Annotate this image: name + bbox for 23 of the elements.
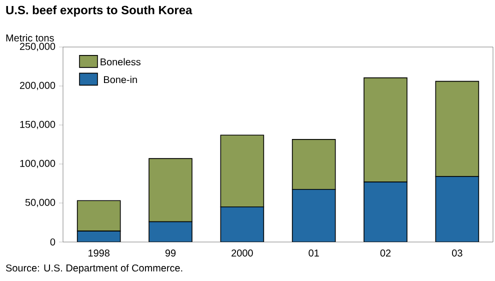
- chart-title: U.S. beef exports to South Korea: [6, 6, 192, 17]
- bar: [220, 206, 264, 242]
- legend-label: Boneless: [100, 58, 141, 66]
- bar: [292, 188, 336, 242]
- legend-label: Bone-in: [104, 76, 137, 84]
- y-tick-label: 250,000: [20, 42, 56, 52]
- x-tick-label: 02: [380, 250, 391, 257]
- y-tick-label: 200,000: [20, 82, 56, 90]
- y-tick-label: 100,000: [20, 160, 56, 168]
- x-tick-label: 2000: [232, 250, 253, 257]
- bar: [148, 221, 192, 242]
- y-tick-label: 50,000: [25, 198, 56, 208]
- x-tick-label: 1998: [88, 250, 110, 257]
- bar: [364, 182, 408, 242]
- source-note: Source: U.S. Department of Commerce.: [6, 264, 182, 274]
- y-tick-label: 150,000: [20, 120, 56, 130]
- bar: [435, 176, 480, 242]
- x-tick-label: 01: [308, 250, 319, 257]
- bar: [77, 231, 120, 242]
- y-tick-label: 0: [50, 238, 56, 246]
- y-axis-title: Metric tons: [6, 34, 54, 42]
- x-tick-label: 03: [452, 250, 462, 257]
- x-tick-label: 99: [165, 250, 176, 257]
